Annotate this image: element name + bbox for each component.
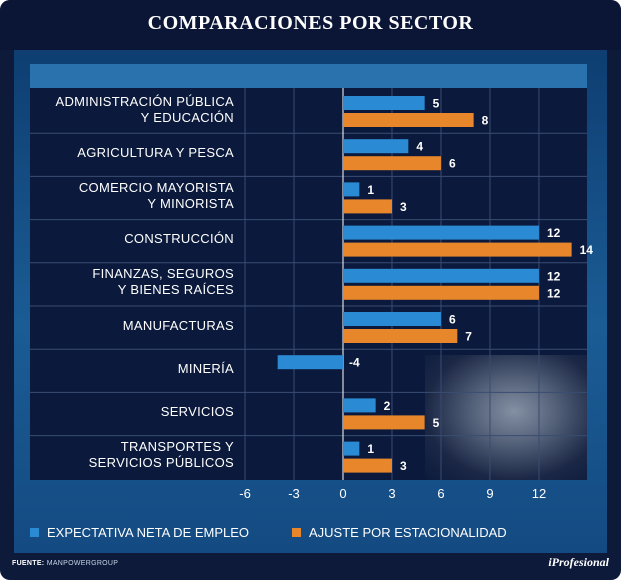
title-bar: COMPARACIONES POR SECTOR <box>0 0 621 50</box>
bar-s0-2 <box>343 182 360 197</box>
bar-s0-6 <box>277 355 343 370</box>
legend-label-ajuste: AJUSTE POR ESTACIONALIDAD <box>309 525 507 540</box>
source-value: MANPOWERGROUP <box>46 560 119 567</box>
source-label: FUENTE: <box>12 560 45 567</box>
x-tick-label-4: 6 <box>437 486 444 501</box>
data-label-s0-0: 5 <box>433 97 440 111</box>
data-label-s0-7: 2 <box>384 399 391 413</box>
bar-s1-8 <box>343 458 392 473</box>
data-label-s1-7: 5 <box>433 416 440 430</box>
x-tick-label-3: 3 <box>388 486 395 501</box>
legend-label-expectativa: EXPECTATIVA NETA DE EMPLEO <box>47 525 250 540</box>
data-label-s1-1: 6 <box>449 157 456 171</box>
chart-title: COMPARACIONES POR SECTOR <box>147 12 474 34</box>
hand-writing-photo <box>425 355 587 480</box>
bar-s0-5 <box>343 312 441 326</box>
x-tick-label-5: 9 <box>486 486 493 501</box>
bar-s1-7 <box>343 415 425 430</box>
data-label-s0-1: 4 <box>416 140 423 154</box>
category-label-6: MINERÍA <box>177 360 234 376</box>
category-label-0: ADMINISTRACIÓN PÚBLICA Y EDUCACIÓN <box>55 93 234 125</box>
data-label-s1-3: 14 <box>580 243 594 257</box>
bar-s0-7 <box>343 398 376 413</box>
legend-item-ajuste: AJUSTE POR ESTACIONALIDAD <box>292 525 507 540</box>
data-label-s0-8: 1 <box>367 442 374 456</box>
bar-s1-5 <box>343 329 458 343</box>
bar-s1-4 <box>343 285 539 300</box>
data-label-s0-6: -4 <box>349 356 360 370</box>
data-label-s1-8: 3 <box>400 459 407 473</box>
data-label-s1-2: 3 <box>400 200 407 214</box>
bar-s0-4 <box>343 268 539 283</box>
legend-swatch-expectativa <box>30 528 39 537</box>
category-label-8: TRANSPORTES Y SERVICIOS PÚBLICOS <box>88 439 234 471</box>
bar-s1-1 <box>343 156 441 171</box>
category-label-7: SERVICIOS <box>160 404 234 419</box>
x-tick-label-2: 0 <box>339 486 346 501</box>
category-label-3: CONSTRUCCIÓN <box>124 231 234 247</box>
category-label-1: AGRICULTURA Y PESCA <box>77 144 234 160</box>
bar-s1-3 <box>343 242 572 257</box>
bar-s1-0 <box>343 113 474 127</box>
x-tick-label-1: -3 <box>288 486 300 501</box>
legend-swatch-ajuste <box>292 528 301 537</box>
data-label-s0-3: 12 <box>547 226 561 240</box>
bar-s0-8 <box>343 441 360 456</box>
category-label-2: COMERCIO MAYORISTA Y MINORISTA <box>78 180 234 211</box>
category-label-4: FINANZAS, SEGUROS Y BIENES RAÍCES <box>92 266 234 298</box>
data-label-s1-5: 7 <box>465 330 472 344</box>
category-label-5: MANUFACTURAS <box>122 317 234 333</box>
legend-item-expectativa: EXPECTATIVA NETA DE EMPLEO <box>30 525 249 540</box>
data-label-s1-0: 8 <box>482 114 489 128</box>
x-tick-label-6: 12 <box>532 486 546 501</box>
bar-s0-0 <box>343 96 425 110</box>
bar-s1-2 <box>343 199 392 214</box>
source-note: FUENTE: MANPOWERGROUP <box>12 560 118 567</box>
data-label-s0-2: 1 <box>367 183 374 197</box>
data-label-s0-5: 6 <box>449 313 456 327</box>
bar-s0-1 <box>343 139 409 154</box>
legend: EXPECTATIVA NETA DE EMPLEO AJUSTE POR ES… <box>30 525 590 543</box>
brand-logo: iProfesional <box>548 555 609 569</box>
data-label-s0-4: 12 <box>547 269 561 283</box>
header-strip <box>30 64 587 88</box>
x-tick-label-0: -6 <box>239 486 251 501</box>
bar-s0-3 <box>343 225 539 240</box>
data-label-s1-4: 12 <box>547 286 561 300</box>
